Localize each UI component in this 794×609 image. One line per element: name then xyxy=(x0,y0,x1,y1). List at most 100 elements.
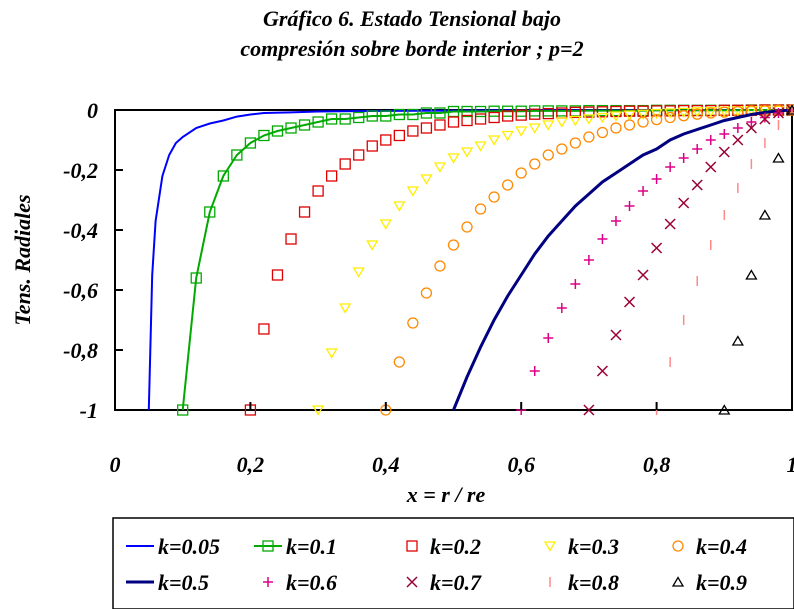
legend-item-k=0.8: k=0.8 xyxy=(549,570,619,595)
data-point xyxy=(583,106,595,118)
data-point xyxy=(204,206,216,218)
data-point xyxy=(434,119,446,131)
data-point xyxy=(285,122,297,134)
data-point xyxy=(678,197,690,209)
data-point xyxy=(339,113,351,125)
y-tick-label: -0,4 xyxy=(63,218,98,243)
legend-item-k=0.4: k=0.4 xyxy=(672,534,747,559)
legend-label: k=0.2 xyxy=(430,534,481,559)
series-k=0.5 xyxy=(452,108,793,411)
data-point xyxy=(461,105,473,118)
data-point xyxy=(677,107,690,119)
data-point xyxy=(637,116,649,128)
data-point xyxy=(758,209,772,220)
legend-item-k=0.7: k=0.7 xyxy=(406,570,482,595)
data-point xyxy=(515,167,527,179)
data-point xyxy=(718,106,730,118)
data-point xyxy=(759,112,770,123)
data-point xyxy=(583,255,594,265)
data-point xyxy=(678,153,689,163)
data-point xyxy=(434,260,446,272)
data-point xyxy=(650,105,663,117)
data-point xyxy=(433,162,447,173)
data-point xyxy=(650,113,663,126)
data-point xyxy=(502,110,514,122)
legend: k=0.05 k=0.1 k=0.2 k=0.3 k=0.4 k=0.5 k=0.6 k=0.… xyxy=(112,517,794,609)
x-tick-label: 0,8 xyxy=(643,452,671,477)
data-point xyxy=(488,105,500,117)
data-point xyxy=(325,113,338,125)
data-point xyxy=(393,129,405,142)
data-point xyxy=(461,114,473,127)
data-point xyxy=(772,152,785,163)
data-point xyxy=(583,404,595,416)
data-point xyxy=(352,267,365,278)
x-tick-label: 0 xyxy=(110,452,121,477)
series-k=0.9 xyxy=(718,104,794,415)
series-layer xyxy=(147,104,794,416)
series-k=0.3 xyxy=(311,105,794,416)
data-point xyxy=(692,144,703,154)
data-point xyxy=(285,233,297,245)
data-point xyxy=(691,107,704,118)
data-point xyxy=(339,303,352,314)
data-point xyxy=(583,131,595,143)
data-point xyxy=(312,185,324,197)
legend-label: k=0.3 xyxy=(568,534,619,559)
data-point xyxy=(231,149,243,161)
data-point xyxy=(705,107,717,119)
legend-label: k=0.4 xyxy=(696,534,747,559)
data-point xyxy=(569,115,582,127)
data-point xyxy=(570,279,581,289)
data-point xyxy=(407,125,419,137)
data-point xyxy=(488,191,500,203)
legend-item-k=0.1: k=0.1 xyxy=(254,534,337,559)
data-point xyxy=(177,404,189,416)
data-point xyxy=(339,158,351,170)
data-point xyxy=(325,170,338,182)
legend-swatch-marker xyxy=(263,577,273,587)
data-point xyxy=(271,269,284,281)
data-point xyxy=(353,149,365,161)
data-point xyxy=(785,104,794,115)
data-point xyxy=(637,269,649,281)
legend-item-k=0.05: k=0.05 xyxy=(126,534,220,559)
data-point xyxy=(651,174,662,184)
series-k=0.7 xyxy=(583,104,794,416)
data-point xyxy=(474,105,487,118)
y-tick-label: -1 xyxy=(80,398,98,423)
data-point xyxy=(596,365,608,377)
data-point xyxy=(745,269,758,280)
data-point xyxy=(217,170,229,182)
data-point xyxy=(745,122,757,134)
data-point xyxy=(393,201,406,212)
y-tick-label: -0,2 xyxy=(63,158,98,183)
data-point xyxy=(407,108,419,121)
data-point xyxy=(528,123,541,134)
data-point xyxy=(745,105,758,117)
data-point xyxy=(447,153,460,164)
legend-item-k=0.5: k=0.5 xyxy=(126,570,209,595)
data-point xyxy=(665,162,676,172)
legend-item-k=0.2: k=0.2 xyxy=(406,534,481,559)
data-point xyxy=(298,119,311,131)
data-point xyxy=(529,158,541,170)
data-point xyxy=(420,174,433,185)
data-point xyxy=(325,348,338,359)
data-point xyxy=(366,240,379,251)
series-line xyxy=(181,109,792,411)
y-tick-label: -0,6 xyxy=(63,278,98,303)
data-point xyxy=(407,317,419,329)
data-point xyxy=(732,134,744,146)
data-point xyxy=(529,108,541,120)
data-point xyxy=(746,117,757,127)
data-point xyxy=(406,186,420,197)
data-point xyxy=(623,119,636,131)
data-point xyxy=(258,323,270,335)
data-point xyxy=(664,111,676,124)
data-point xyxy=(556,143,568,155)
x-tick-label: 0,2 xyxy=(237,452,265,477)
data-point xyxy=(623,110,636,121)
y-axis-label: Tens. Radiales xyxy=(10,194,35,325)
data-point xyxy=(474,141,487,152)
